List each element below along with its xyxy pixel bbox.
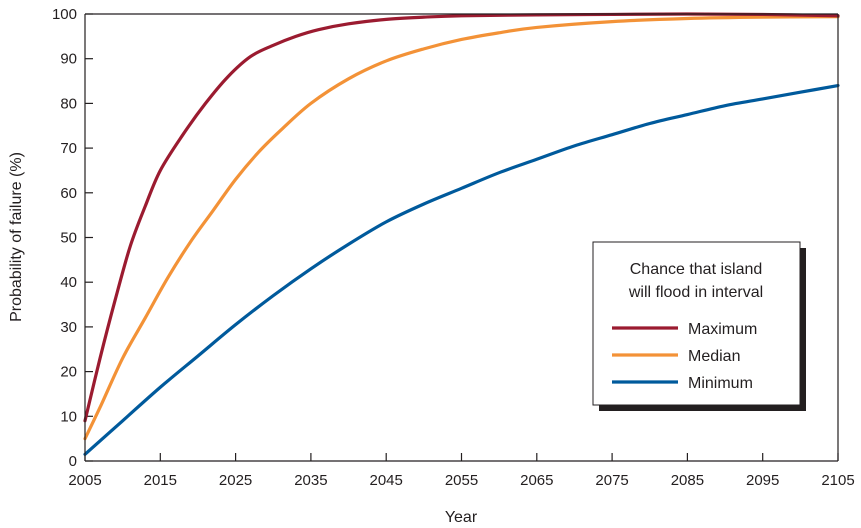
y-tick-label: 20 (60, 364, 77, 381)
series-line-minimum (83, 83, 840, 456)
series-line-median (83, 15, 840, 441)
y-tick-label: 30 (60, 319, 77, 336)
x-tick-label: 2105 (821, 472, 854, 489)
y-tick-label: 40 (60, 274, 77, 291)
y-tick-label: 10 (60, 408, 77, 425)
legend-label-minimum: Minimum (688, 375, 753, 392)
legend-entries: Maximum Median Minimum (612, 321, 757, 392)
y-tick-label: 80 (60, 95, 77, 112)
y-tick-label: 70 (60, 140, 77, 157)
legend-box (592, 241, 801, 406)
x-tick-label: 2055 (445, 472, 478, 489)
legend-title-line-1: Chance that island (630, 261, 763, 278)
y-tick-labels: 0 10 20 30 40 50 60 70 80 90 100 (52, 6, 77, 470)
legend-title-line-2: will flood in interval (628, 284, 763, 301)
x-tick-label: 2015 (144, 472, 177, 489)
x-tick-labels: 2005 2015 2025 2035 2045 2055 2065 2075 2085 2095… (68, 472, 854, 489)
legend: Chance that island will flood in interva… (592, 241, 806, 411)
x-tick-label: 2065 (520, 472, 553, 489)
x-tick-label: 2005 (68, 472, 101, 489)
x-axis-title: Year (445, 509, 478, 526)
y-tick-label: 100 (52, 6, 77, 23)
x-tick-label: 2085 (671, 472, 704, 489)
x-tick-marks (84, 453, 839, 461)
legend-label-maximum: Maximum (688, 321, 757, 338)
y-tick-label: 60 (60, 185, 77, 202)
y-axis-title: Probability of failure (%) (8, 152, 25, 322)
x-tick-label: 2045 (370, 472, 403, 489)
x-tick-label: 2025 (219, 472, 252, 489)
y-tick-label: 90 (60, 51, 77, 68)
x-tick-label: 2075 (595, 472, 628, 489)
legend-label-median: Median (688, 348, 740, 365)
x-tick-label: 2095 (746, 472, 779, 489)
x-tick-label: 2035 (294, 472, 327, 489)
y-tick-label: 50 (60, 230, 77, 247)
y-tick-label: 0 (69, 453, 77, 470)
